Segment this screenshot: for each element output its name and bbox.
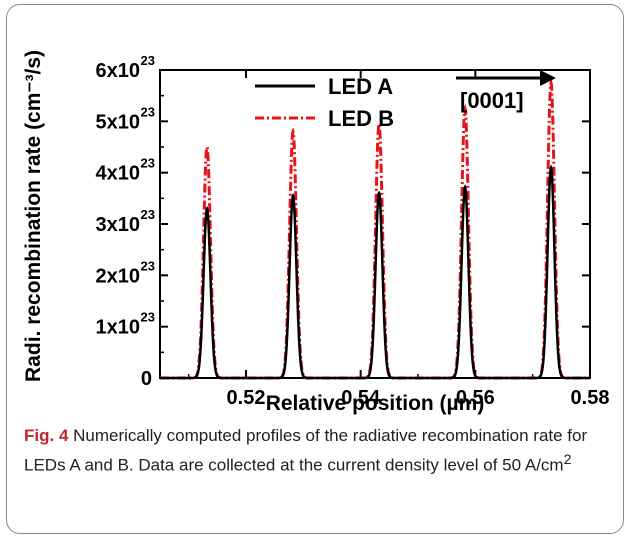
caption-figure-label: Fig. 4 <box>24 426 69 445</box>
caption-superscript: 2 <box>563 452 572 468</box>
y-tick-label: 6x10 <box>96 60 141 82</box>
x-tick-label: 0.52 <box>227 387 266 409</box>
y-axis-label: Radi. recombination rate (cm⁻³/s) <box>22 50 45 382</box>
y-tick-exponent: 23 <box>141 53 155 68</box>
y-tick-label: 4x10 <box>96 163 141 185</box>
y-tick-label: 2x10 <box>96 265 141 287</box>
legend-label: LED B <box>328 106 394 131</box>
y-tick-label: 3x10 <box>96 214 141 236</box>
x-tick-label: 0.56 <box>456 387 495 409</box>
y-tick-exponent: 23 <box>141 310 155 325</box>
legend-label: LED A <box>328 74 393 99</box>
y-tick-label: 5x10 <box>96 111 141 133</box>
x-tick-label: 0.58 <box>571 387 610 409</box>
figure-frame <box>6 4 624 534</box>
y-tick-label: 0 <box>141 368 152 390</box>
y-tick-exponent: 23 <box>141 258 155 273</box>
x-tick-label: 0.54 <box>341 387 381 409</box>
figure-caption: Fig. 4 Numerically computed profiles of … <box>24 424 612 478</box>
series-line-led-a <box>160 164 590 380</box>
direction-arrow-head <box>540 70 556 86</box>
y-tick-label: 1x10 <box>96 317 141 339</box>
caption-text: Numerically computed profiles of the rad… <box>24 426 588 475</box>
y-tick-exponent: 23 <box>141 207 155 222</box>
x-axis-label: Relative position (µm) <box>266 392 485 415</box>
y-tick-exponent: 23 <box>141 156 155 171</box>
y-tick-exponent: 23 <box>141 104 155 119</box>
direction-label: [0001] <box>460 88 524 113</box>
